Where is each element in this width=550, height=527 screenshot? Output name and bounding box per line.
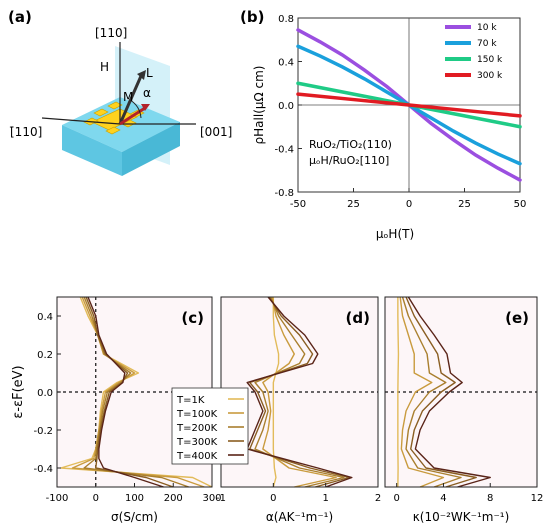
alpha-arc xyxy=(129,99,142,119)
alpha-label: α xyxy=(143,86,151,100)
x-tick-label-c: 100 xyxy=(125,493,144,504)
x-tick-label-d: 1 xyxy=(322,493,328,504)
legend-label: T=300K xyxy=(176,437,218,448)
l-label: L xyxy=(146,66,153,80)
x-axis-label-c: σ(S/cm) xyxy=(111,510,158,524)
series-line-300k xyxy=(296,92,522,118)
y-tick-label-c: 0.4 xyxy=(37,312,53,323)
x-tick-label-d: 0 xyxy=(270,493,276,504)
y-tick-label-b: 0.4 xyxy=(278,58,294,69)
series-line-e-T100K xyxy=(399,296,445,488)
x-tick-label-e: 0 xyxy=(394,493,400,504)
series-line-c-T300K xyxy=(85,296,174,488)
x-tick-label-e: 12 xyxy=(531,493,544,504)
legend-label-b: 10 k xyxy=(477,23,497,33)
series-line-d-T100K xyxy=(262,296,337,488)
x-tick-label-b: 25 xyxy=(347,199,360,210)
axis-001-label: [001] xyxy=(200,125,232,139)
series-line-c-T400K xyxy=(87,296,164,488)
y-tick-label-c: 0.2 xyxy=(37,350,53,361)
annotation-text-b: μₒH/RuO₂[110] xyxy=(309,154,389,167)
axis-m110-label: [̄110] xyxy=(10,125,43,139)
y-tick-label-c: -0.4 xyxy=(33,464,53,475)
annotation-text-b: RuO₂/TiO₂(110) xyxy=(309,138,392,151)
y-tick-label-b: -0.4 xyxy=(274,145,294,156)
vector-m-head xyxy=(141,104,150,111)
panel-label-e: (e) xyxy=(505,309,529,327)
panel-label-b: (b) xyxy=(240,8,264,26)
x-axis-label-d: α(AK⁻¹m⁻¹) xyxy=(266,510,333,524)
schematic-panel: (a) [110] H L M α [̄110] xyxy=(8,8,232,176)
series-line-e-T300K xyxy=(405,296,477,488)
legend-label: T=1K xyxy=(176,395,205,406)
x-tick-label-e: 8 xyxy=(487,493,493,504)
substrate-front xyxy=(62,125,122,176)
legend-label: T=200K xyxy=(176,423,218,434)
hall-resistivity-chart: -50 25 0 25 50 0.8 0.4 0.0 -0.4 -0.8 10 k 70 k 150 k… xyxy=(240,8,526,241)
x-tick-label-c: -100 xyxy=(46,493,69,504)
x-tick-label-b: 0 xyxy=(406,199,412,210)
kappa-chart: 0 4 8 12 (e) κ(10⁻²WK⁻¹m⁻¹) xyxy=(384,296,544,524)
energy-axis-label: ε-εF(eV) xyxy=(11,365,26,418)
legend-label: T=400K xyxy=(176,451,218,462)
vector-m xyxy=(119,106,146,126)
legend-label-b: 150 k xyxy=(477,55,503,65)
x-tick-label-b: 50 xyxy=(514,199,527,210)
legend-label: T=100K xyxy=(176,409,218,420)
y-tick-label-b: 0.0 xyxy=(278,101,294,112)
axis-110-label: [110] xyxy=(95,26,127,40)
x-tick-label-c: 0 xyxy=(93,493,99,504)
x-tick-label-e: 4 xyxy=(440,493,446,504)
series-line-e-T200K xyxy=(401,296,462,488)
x-axis-label-e: κ(10⁻²WK⁻¹m⁻¹) xyxy=(413,510,510,524)
y-tick-label-c: 0.0 xyxy=(37,388,53,399)
y-tick-label-b: 0.8 xyxy=(278,14,294,25)
x-tick-label-d: 2 xyxy=(375,493,381,504)
series-line-e-T1K xyxy=(397,297,400,488)
x-axis-label-b: μₒH(T) xyxy=(376,227,414,241)
plot-frame-e xyxy=(384,296,538,488)
legend-label-b: 300 k xyxy=(477,71,503,81)
panel-label-d: (d) xyxy=(346,309,370,327)
series-line-d-T1K xyxy=(272,297,280,488)
series-line-d-T400K xyxy=(246,296,353,488)
panel-label-a: (a) xyxy=(8,8,32,26)
legend-label-b: 70 k xyxy=(477,39,497,49)
vector-l-head xyxy=(137,70,146,80)
axis-m110-line xyxy=(41,117,121,125)
series-line-e-T400K xyxy=(407,296,491,488)
temperature-legend: T=1K T=100K T=200K T=300K T=400K xyxy=(171,387,249,465)
y-tick-label-b: -0.8 xyxy=(274,188,294,199)
series-line-d-T200K xyxy=(254,296,345,488)
x-tick-label-c: 200 xyxy=(164,493,183,504)
h-label: H xyxy=(100,60,109,74)
x-tick-label-b: -50 xyxy=(290,199,306,210)
y-axis-label-b: ρHall(μΩ cm) xyxy=(252,66,266,145)
m-label: M xyxy=(123,90,133,104)
panel-label-c: (c) xyxy=(181,309,204,327)
x-tick-label-b: 25 xyxy=(458,199,471,210)
y-axis-label-c: ε-εF(eV) xyxy=(11,365,26,418)
legend-box xyxy=(171,387,249,465)
substrate-side xyxy=(122,122,180,176)
x-tick-label-d: -1 xyxy=(216,493,226,504)
series-line-d-T300K xyxy=(249,296,350,488)
y-tick-label-c: -0.2 xyxy=(33,426,53,437)
x-tick-label-c: 300 xyxy=(202,493,221,504)
